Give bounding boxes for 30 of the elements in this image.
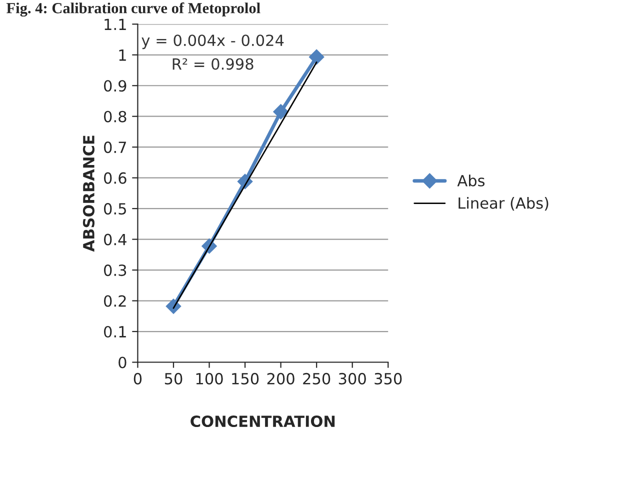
x-tick-label: 50	[164, 372, 182, 384]
x-tick-label: 150	[232, 372, 259, 384]
y-tick-label: 0.5	[104, 203, 126, 215]
point	[166, 298, 182, 314]
legend-label: Abs	[457, 174, 485, 186]
x-axis-title: CONCENTRATION	[190, 416, 335, 428]
legend-label: Linear (Abs)	[458, 197, 548, 211]
y-axis-title: ABSORBANCE	[82, 136, 94, 252]
y-tick-label: 0.6	[104, 172, 126, 184]
x-tick-label: 200	[267, 372, 294, 384]
y-tick-label: 0.1	[104, 326, 126, 338]
y-tick-label: 0.9	[104, 80, 126, 92]
y-tick-label: 1.1	[104, 18, 126, 30]
y-tick-label: 0.3	[104, 264, 126, 276]
y-tick-label: 0.7	[104, 142, 126, 154]
x-tick-label: 300	[338, 372, 366, 384]
x-tick-label: 0	[134, 372, 142, 384]
y-tick-label: 0.2	[104, 295, 126, 307]
x-tick-label: 100	[196, 372, 223, 384]
x-tick-label: 350	[374, 372, 402, 384]
y-tick-label: 0.4	[104, 234, 126, 246]
chart-title: Fig. 4: Calibration curve of Metoprolol	[6, 2, 260, 17]
y-tick-label: 1	[119, 50, 126, 61]
annotation: y = 0.004x - 0.024	[142, 34, 284, 50]
y-tick-label: 0	[118, 356, 126, 368]
point	[308, 49, 324, 65]
x-tick-label: 250	[303, 372, 330, 384]
y-tick-label: 0.8	[104, 110, 126, 122]
annotation: R² = 0.998	[172, 58, 254, 70]
point	[272, 104, 289, 120]
